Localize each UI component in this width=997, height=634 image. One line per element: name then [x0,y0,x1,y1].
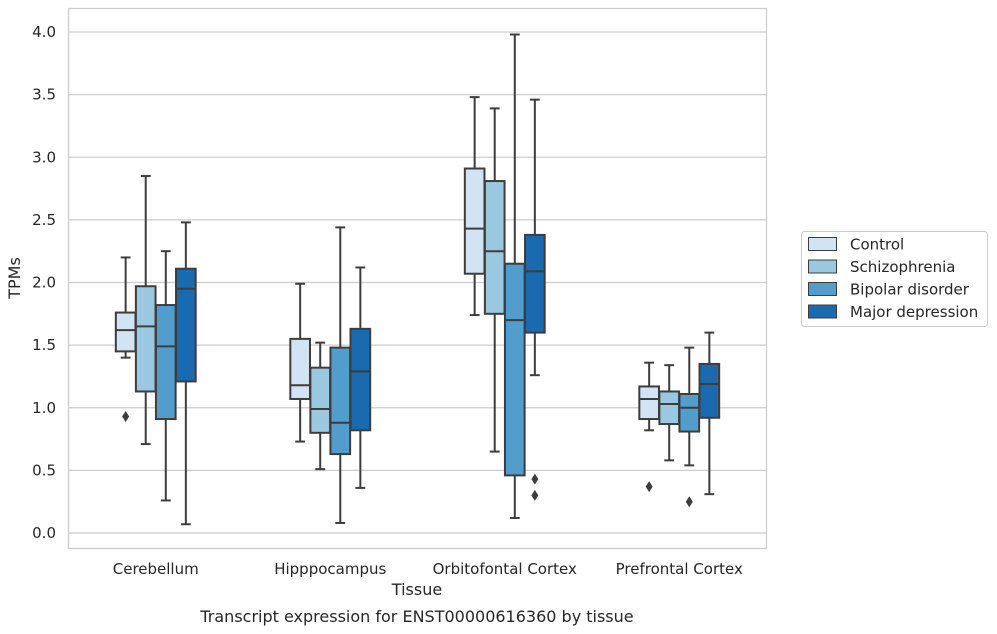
outlier-point [531,489,539,501]
iqr-box [658,390,681,426]
y-tick-label: 4.0 [32,23,56,41]
y-tick-label: 2.0 [32,274,56,292]
box-schizophrenia [309,341,332,471]
legend-swatch [808,282,837,296]
outlier-point [645,481,653,493]
outlier-point [122,411,130,423]
y-axis-label: TPMs [5,257,24,300]
iqr-box [134,285,157,393]
iqr-box [463,167,486,275]
legend-label: Control [850,236,904,254]
outlier-point [685,496,693,508]
box-bipolar-disorder [503,33,526,519]
x-axis-label: Tissue [391,580,442,599]
iqr-box [678,392,701,433]
plot-frame [67,7,768,550]
x-tick-labels: Cerebellum Hipppocampus Orbitofontal Corte… [113,560,743,578]
x-tick-label: Hipppocampus [274,560,386,578]
iqr-box [524,233,546,334]
y-tick-label: 3.5 [32,86,56,104]
box-schizophrenia [658,364,681,462]
iqr-box [309,366,332,434]
iqr-box [698,362,721,419]
box-bipolar-disorder [154,250,177,502]
box-bipolar-disorder [678,346,701,508]
legend-label: Major depression [850,303,978,321]
legend-label: Bipolar disorder [850,281,970,299]
grid-lines [68,31,767,534]
legend-swatch [808,237,837,251]
y-tick-label: 0.5 [32,461,56,479]
iqr-box [154,304,177,421]
box-series-group [114,33,721,526]
box-schizophrenia [134,175,157,446]
iqr-box [638,385,660,421]
legend-swatch [808,304,837,319]
box-control [638,361,660,493]
box-control [114,256,137,423]
outlier-point [531,473,539,485]
iqr-box [289,337,311,400]
box-control [463,96,486,317]
iqr-box [349,327,372,432]
y-tick-label: 0.0 [32,524,56,542]
x-tick-label: Orbitofontal Cortex [433,560,577,578]
y-tick-label: 1.0 [32,399,56,417]
x-tick-label: Cerebellum [113,560,199,578]
legend-frame [801,231,988,327]
iqr-box [483,180,506,315]
iqr-box [329,346,352,456]
box-bipolar-disorder [329,226,352,524]
x-tick-label: Prefrontal Cortex [616,560,743,578]
box-major-depression [698,331,721,496]
box-schizophrenia [483,107,506,453]
y-tick-label: 2.5 [32,211,56,229]
iqr-box [503,262,526,477]
box-major-depression [175,221,197,526]
y-tick-label: 1.5 [32,336,56,354]
legend: Control Schizophrenia Bipolar disorder Majo… [801,231,988,327]
iqr-box [175,267,197,383]
legend-label: Schizophrenia [850,258,955,276]
box-major-depression [349,266,372,489]
y-tick-labels: 0.0 0.5 1.0 1.5 2.0 2.5 3.0 3.5 4.0 [32,23,56,542]
chart-caption: Transcript expression for ENST0000061636… [199,607,633,626]
box-major-depression [524,98,546,501]
legend-swatch [808,259,837,274]
y-tick-label: 3.0 [32,148,56,166]
box-control [289,282,311,443]
iqr-box [114,311,137,353]
